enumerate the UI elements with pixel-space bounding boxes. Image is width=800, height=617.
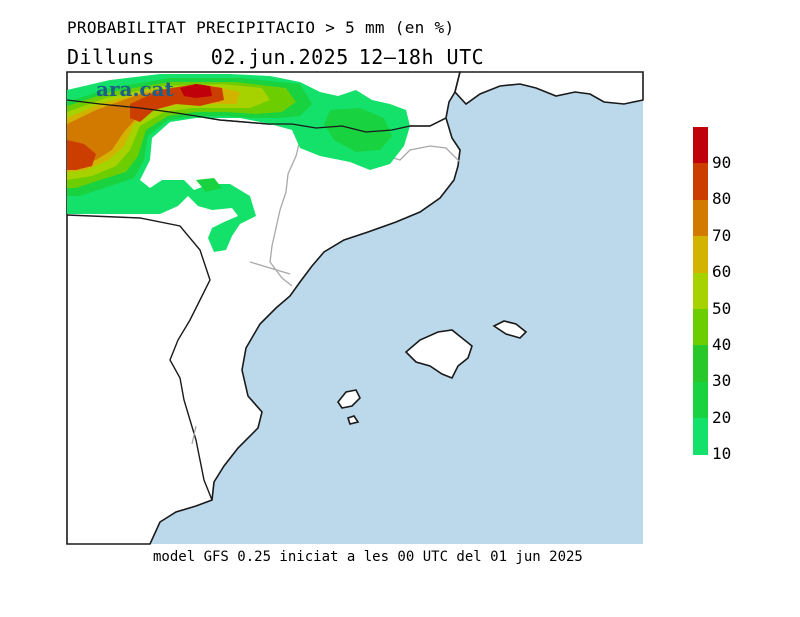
legend-swatch-60	[693, 236, 708, 273]
map-title: PROBABILITAT PRECIPITACIO > 5 mm (en %)	[67, 18, 455, 37]
formentera	[346, 415, 360, 425]
legend-swatch-50	[693, 272, 708, 309]
legend-swatch-90	[693, 127, 708, 164]
france-coast	[454, 71, 644, 106]
map-subtitle: Dilluns 02.jun.2025 12–18h UTC	[67, 45, 484, 69]
legend-label-20: 20	[712, 407, 732, 427]
legend-swatch-70	[693, 199, 708, 237]
model-info: model GFS 0.25 iniciat a les 00 UTC del …	[153, 549, 583, 565]
legend-swatch-40	[693, 308, 708, 346]
legend-swatch-80	[693, 163, 708, 200]
legend-swatch-20	[693, 381, 708, 419]
legend-label-40: 40	[712, 335, 732, 354]
legend-label-60: 60	[712, 262, 732, 282]
legend-label-50: 50	[712, 298, 732, 318]
legend-label-10: 10	[712, 444, 732, 464]
aracat-logo: ara.cat	[96, 77, 174, 101]
legend-swatch-30	[693, 345, 708, 382]
legend-label-90: 90	[712, 153, 732, 172]
legend-bar	[693, 127, 708, 455]
pyrenees-border-top	[66, 99, 447, 133]
prob-70-area	[67, 88, 222, 166]
menorca	[492, 320, 528, 339]
day-label: Dilluns	[67, 45, 155, 69]
date-label: 02.jun.2025	[210, 45, 349, 69]
legend-label-80: 80	[712, 189, 732, 209]
legend-label-30: 30	[712, 371, 732, 391]
legend-swatch-10	[693, 418, 708, 455]
ibiza	[337, 389, 361, 409]
legend-label-70: 70	[712, 225, 732, 245]
prob-90-area	[180, 84, 212, 98]
hours-label: 12–18h UTC	[358, 45, 485, 69]
region-borders	[191, 123, 461, 445]
mallorca	[404, 329, 473, 380]
precipitation-shading	[67, 74, 410, 252]
inland-outline	[66, 214, 213, 501]
